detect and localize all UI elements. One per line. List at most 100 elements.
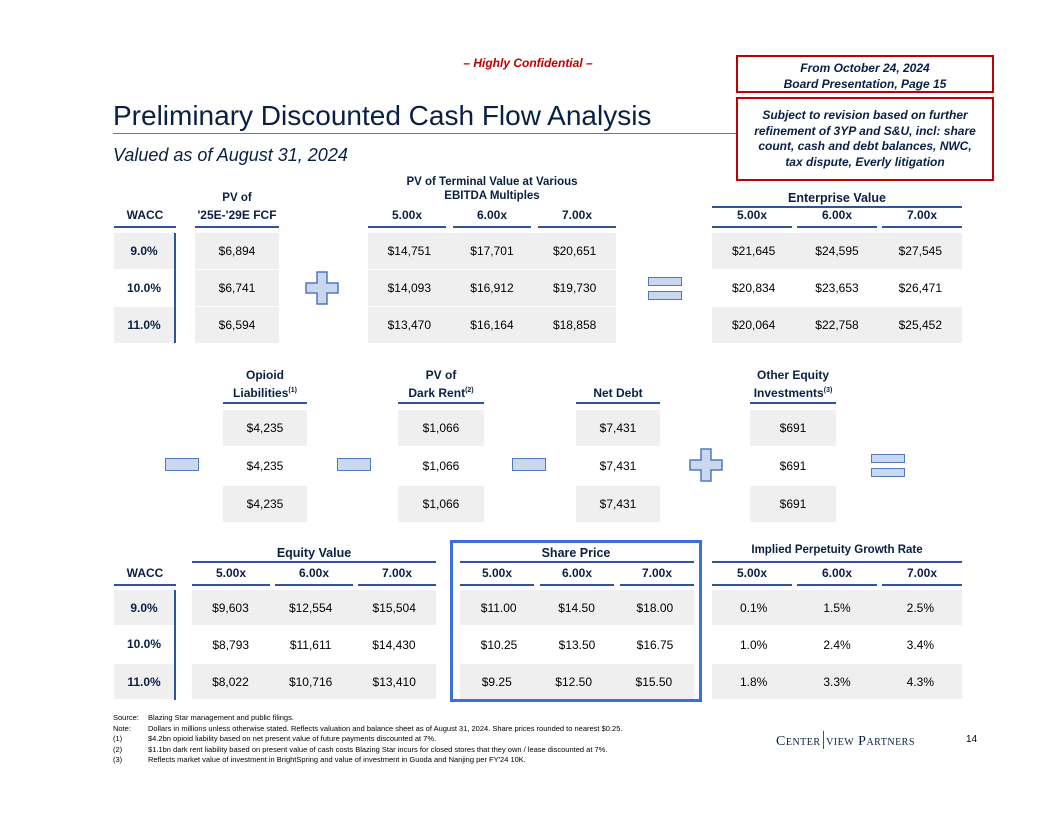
dark-rent-value: $1,066 xyxy=(398,410,484,446)
share-price-grid: $11.00 $14.50 $18.00 $10.25 $13.50 $16.75 $9… xyxy=(460,590,694,700)
multiple-header: 7.00x xyxy=(538,208,616,228)
other-eq-column: $691 $691 $691 xyxy=(750,410,836,522)
equity-cell: $13,410 xyxy=(372,674,416,689)
opioid-value: $4,235 xyxy=(223,448,307,484)
dark-rent-header-2: Dark Rent(2) xyxy=(398,386,484,404)
logo-divider xyxy=(822,731,825,749)
ev-multiple-headers: 5.00x 6.00x 7.00x xyxy=(712,208,962,228)
revision-note-box: Subject to revision based on further ref… xyxy=(736,97,994,181)
pv-tv-multiple-headers: 5.00x 6.00x 7.00x xyxy=(368,208,616,228)
table-row: $14,751 $17,701 $20,651 xyxy=(368,233,616,269)
source-note-box: From October 24, 2024 Board Presentation… xyxy=(736,55,994,93)
share-price-cell: $15.50 xyxy=(635,674,673,689)
table-row: $8,022 $10,716 $13,410 xyxy=(192,664,436,699)
ev-cell: $22,758 xyxy=(815,318,859,332)
equity-cell: $11,611 xyxy=(289,637,332,652)
growth-cell: 0.1% xyxy=(739,600,768,615)
equity-cell: $9,603 xyxy=(212,600,249,615)
share-price-cell: $16.75 xyxy=(636,637,674,652)
multiple-header: 6.00x xyxy=(797,566,877,586)
wacc-value: 11.0% xyxy=(114,664,174,699)
pv-tv-cell: $16,912 xyxy=(470,281,514,295)
logo-text-right: view Partners xyxy=(826,734,915,749)
footnotes: Source: Blazing Star management and publi… xyxy=(113,713,733,766)
equity-header-rule xyxy=(192,561,436,563)
footnote-line: (1) $4.2bn opioid liability based on net … xyxy=(113,734,733,745)
title-divider xyxy=(113,133,736,134)
table-row: $9.25 $12.50 $15.50 xyxy=(460,664,694,699)
share-price-cell: $12.50 xyxy=(555,674,592,689)
equity-multiple-headers: 5.00x 6.00x 7.00x xyxy=(192,566,436,586)
pv-fcf-value: $6,741 xyxy=(195,270,279,306)
footnote-line: (3) Reflects market value of investment i… xyxy=(113,755,733,766)
equity-cell: $8,022 xyxy=(212,674,249,689)
ev-cell: $20,064 xyxy=(731,318,776,332)
wacc-value: 10.0% xyxy=(126,637,162,651)
equity-cell: $15,504 xyxy=(372,600,416,615)
pv-fcf-column: $6,894 $6,741 $6,594 xyxy=(195,233,279,343)
table-row: $9,603 $12,554 $15,504 xyxy=(192,590,436,625)
pv-tv-grid: $14,751 $17,701 $20,651 $14,093 $16,912 $19,… xyxy=(368,233,616,343)
net-debt-column: $7,431 $7,431 $7,431 xyxy=(576,410,660,522)
growth-header-rule xyxy=(712,561,962,563)
footnote-text: $4.2bn opioid liability based on net pre… xyxy=(148,734,437,743)
multiple-header: 6.00x xyxy=(453,208,531,228)
growth-cell: 1.0% xyxy=(739,637,768,652)
dark-rent-value: $1,066 xyxy=(398,448,484,484)
multiple-header: 5.00x xyxy=(460,566,534,586)
opioid-column: $4,235 $4,235 $4,235 xyxy=(223,410,307,522)
opioid-header-2: Liabilities(1) xyxy=(223,386,307,404)
ev-cell: $21,645 xyxy=(731,244,776,258)
other-eq-header-1: Other Equity xyxy=(756,368,829,382)
share-price-cell: $10.25 xyxy=(480,637,518,652)
growth-header: Implied Perpetuity Growth Rate xyxy=(751,544,923,556)
wacc-value: 11.0% xyxy=(114,307,174,343)
page-title: Preliminary Discounted Cash Flow Analysi… xyxy=(113,100,652,131)
ev-header-rule xyxy=(712,206,962,208)
revision-note-line: count, cash and debt balances, NWC, xyxy=(758,139,972,154)
growth-grid: 0.1% 1.5% 2.5% 1.0% 2.4% 3.4% 1.8% 3.3% 4.3% xyxy=(712,590,962,700)
share-price-header: Share Price xyxy=(541,546,611,560)
source-note-line: From October 24, 2024 xyxy=(800,61,930,75)
other-eq-header-2: Investments(3) xyxy=(750,386,836,404)
share-price-header-rule xyxy=(460,561,694,563)
equals-icon xyxy=(648,277,682,305)
net-debt-value: $7,431 xyxy=(576,410,660,446)
dark-rent-header-1: PV of xyxy=(425,368,457,382)
ev-cell: $23,653 xyxy=(815,281,859,295)
growth-cell: 2.5% xyxy=(906,600,934,615)
multiple-header: 6.00x xyxy=(540,566,614,586)
ev-cell: $25,452 xyxy=(898,318,943,332)
other-eq-value: $691 xyxy=(750,410,836,446)
pv-tv-cell: $16,164 xyxy=(470,318,514,332)
other-eq-footnote-ref: (3) xyxy=(823,387,833,394)
logo-text-left: Center xyxy=(776,734,821,749)
pv-fcf-header-1: PV of xyxy=(222,192,252,204)
table-row: $13,470 $16,164 $18,858 xyxy=(368,307,616,343)
footnote-text: Reflects market value of investment in B… xyxy=(148,755,526,764)
share-price-cell: $9.25 xyxy=(481,674,512,689)
opioid-header-label: Liabilities xyxy=(233,386,289,400)
share-price-highlight-box xyxy=(450,540,702,702)
footnote-line: Source: Blazing Star management and publi… xyxy=(113,713,733,724)
minus-icon xyxy=(512,458,546,471)
revision-note-line: tax dispute, Everly litigation xyxy=(785,154,945,169)
growth-cell: 1.5% xyxy=(823,600,851,615)
footnote-label: (2) xyxy=(113,744,123,754)
plus-icon xyxy=(689,448,723,482)
opioid-footnote-ref: (1) xyxy=(288,387,297,394)
growth-multiple-headers: 5.00x 6.00x 7.00x xyxy=(712,566,962,586)
growth-cell: 1.8% xyxy=(739,674,768,689)
pv-fcf-value: $6,594 xyxy=(195,307,279,343)
table-row: $10.25 $13.50 $16.75 xyxy=(460,627,694,662)
pv-tv-cell: $13,470 xyxy=(387,318,432,332)
equity-cell: $14,430 xyxy=(372,637,416,652)
multiple-header: 5.00x xyxy=(712,566,792,586)
wacc-header: WACC xyxy=(126,566,164,580)
confidential-label: – Highly Confidential – xyxy=(463,56,593,70)
pv-tv-cell: $18,858 xyxy=(552,318,597,332)
ev-cell: $24,595 xyxy=(815,244,859,258)
wacc-column: 9.0% 10.0% 11.0% xyxy=(114,233,176,343)
table-row: $21,645 $24,595 $27,545 xyxy=(712,233,962,269)
table-row: $20,064 $22,758 $25,452 xyxy=(712,307,962,343)
